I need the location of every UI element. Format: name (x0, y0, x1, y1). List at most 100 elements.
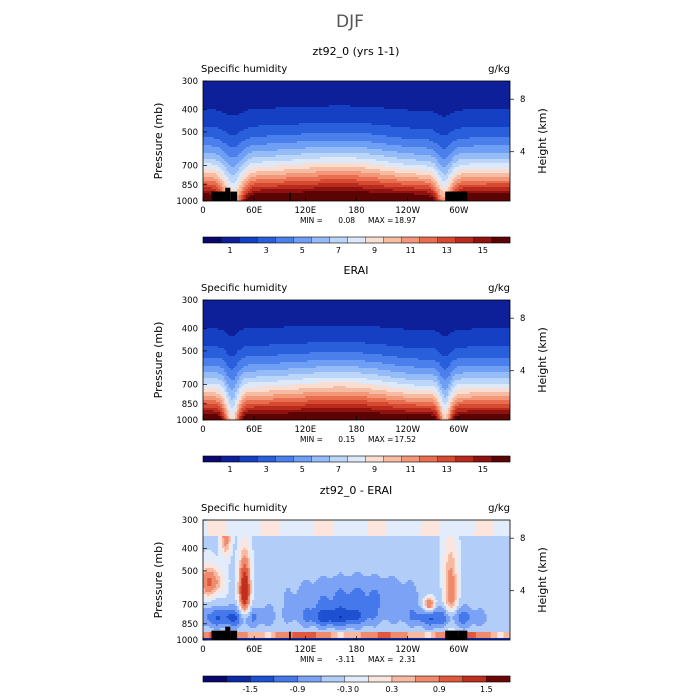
colorbar-label: 15 (478, 246, 488, 255)
colorbar-swatch (383, 237, 402, 243)
colorbar-label: -1.5 (242, 685, 258, 694)
colorbar-swatch (311, 456, 330, 462)
colorbar-swatch (462, 676, 487, 682)
units-label: g/kg (488, 283, 510, 294)
colorbar-label: -0.9 (290, 685, 306, 694)
max-label: MAX = (368, 435, 393, 444)
ytick-label: 300 (182, 296, 198, 306)
colorbar-swatch (419, 237, 439, 243)
colorbar-swatch (439, 676, 464, 682)
contour-field (203, 81, 510, 201)
colorbar-swatch (486, 676, 511, 682)
colorbar-swatch (491, 237, 511, 243)
colorbar-swatch (297, 676, 322, 682)
colorbar-swatch (221, 237, 240, 243)
xtick-label: 0 (200, 425, 205, 435)
panel-title: zt92_0 - ERAI (320, 484, 392, 497)
y2tick-label: 8 (520, 95, 525, 105)
max-value: 2.31 (399, 655, 416, 664)
max-label: MAX = (368, 216, 393, 225)
colorbar-swatch (275, 456, 294, 462)
colorbar-label: 9 (372, 465, 377, 474)
colorbar-label: 5 (300, 465, 305, 474)
topography-mask (445, 630, 459, 640)
colorbar-label: 1.5 (480, 685, 493, 694)
ytick-label: 400 (182, 106, 198, 116)
colorbar-label: 11 (406, 246, 416, 255)
xtick-label: 60W (449, 645, 469, 655)
min-value: 0.15 (338, 435, 355, 444)
colorbar-swatch (437, 456, 457, 462)
xtick-label: 120E (295, 645, 317, 655)
colorbar-swatch (437, 237, 457, 243)
min-value: -3.11 (336, 655, 356, 664)
topography-mask (458, 191, 468, 201)
colorbar-swatch (365, 237, 384, 243)
colorbar: 1 3 5 7 9 11 13 15 (202, 236, 511, 255)
colorbar-swatch (344, 676, 369, 682)
xtick-label: 180 (348, 425, 364, 435)
max-value: 17.52 (395, 435, 417, 444)
y2tick-label: 8 (520, 534, 525, 544)
units-label: g/kg (488, 503, 510, 514)
colorbar-label: 5 (300, 246, 305, 255)
colorbar-swatch (391, 676, 416, 682)
xtick-label: 60E (246, 206, 262, 216)
ytick-label: 500 (182, 128, 198, 138)
xtick-label: 120W (395, 206, 420, 216)
colorbar-label: 0.9 (433, 685, 446, 694)
ytick-label: 300 (182, 77, 198, 87)
topography-mask (289, 192, 291, 201)
y2-axis-title: Height (km) (536, 547, 549, 613)
colorbar-swatch (203, 456, 222, 462)
ytick-label: 700 (182, 380, 198, 390)
y-axis-title: Pressure (mb) (152, 322, 165, 399)
colorbar-swatch (401, 237, 421, 243)
min-label: MIN = (300, 435, 323, 444)
xtick-label: 60E (246, 425, 262, 435)
topography-mask (211, 630, 226, 640)
ytick-label: 850 (182, 181, 198, 191)
colorbar-swatch (401, 456, 421, 462)
ytick-label: 700 (182, 161, 198, 171)
y2-axis-title: Height (km) (536, 327, 549, 393)
colorbar-swatch (365, 456, 384, 462)
max-value: 18.97 (395, 216, 417, 225)
xtick-label: 120W (395, 425, 420, 435)
xtick-label: 180 (348, 206, 364, 216)
ytick-label: 850 (182, 620, 198, 630)
panel-1: zt92_0 (yrs 1-1)Specific humidity g/kg300… (152, 45, 549, 255)
colorbar-swatch (275, 237, 294, 243)
colorbar-swatch (203, 237, 222, 243)
colorbar-frame (202, 236, 511, 244)
topography-mask (230, 630, 238, 640)
colorbar-swatch (491, 456, 511, 462)
y2tick-label: 4 (520, 148, 525, 158)
y-axis-title: Pressure (mb) (152, 542, 165, 619)
colorbar-swatch (257, 456, 276, 462)
colorbar-swatch (273, 676, 298, 682)
colorbar-label: -0.3 (337, 685, 353, 694)
colorbar-label: 13 (442, 246, 452, 255)
colorbar-swatch (239, 237, 258, 243)
colorbar-label: 7 (336, 246, 341, 255)
ytick-label: 1000 (176, 197, 198, 207)
colorbar-label: 1 (228, 246, 233, 255)
colorbar-swatch (203, 676, 227, 682)
colorbar-swatch (347, 237, 366, 243)
colorbar-swatch (239, 456, 258, 462)
ytick-label: 850 (182, 400, 198, 410)
xtick-label: 60W (449, 206, 469, 216)
colorbar-swatch (455, 456, 475, 462)
min-value: 0.08 (338, 216, 355, 225)
colorbar-swatch (250, 676, 275, 682)
topography-mask (230, 191, 238, 201)
colorbar-frame (202, 675, 511, 683)
topography-mask (445, 191, 459, 201)
colorbar-swatch (293, 237, 312, 243)
figure-title: DJF (336, 12, 364, 32)
xtick-label: 0 (200, 206, 205, 216)
